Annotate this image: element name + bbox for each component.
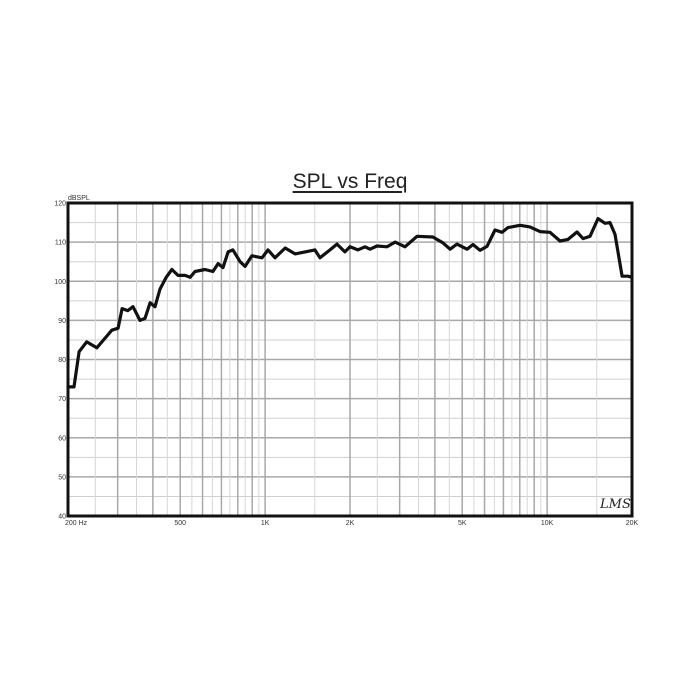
y-tick-label: 110 — [55, 240, 66, 247]
y-tick-label: 70 — [58, 396, 66, 403]
x-tick-label: 200 Hz — [65, 520, 88, 527]
x-tick-label: 10K — [541, 520, 554, 527]
x-tick-label: 5K — [458, 520, 467, 527]
x-tick-label: 500 — [174, 520, 186, 527]
chart-title-text: SPL vs Freq — [292, 170, 408, 193]
x-tick-label: 2K — [346, 520, 355, 527]
y-tick-label: 100 — [54, 279, 66, 286]
y-axis-label: dBSPL — [68, 195, 90, 202]
plot-frame — [66, 201, 634, 518]
x-tick-label: 20K — [626, 520, 639, 527]
grid — [68, 203, 632, 516]
x-tick-label: 1K — [261, 520, 270, 527]
lms-logo: LMS — [599, 497, 631, 512]
y-tick-label: 60 — [58, 435, 66, 442]
y-tick-label: 120 — [54, 201, 66, 208]
chart-title: SPL vs Freq — [0, 170, 700, 194]
tick-labels: 40 50 60 70 80 90 100 110 120 200 Hz 500 1K 2K 5K 10K 2… — [54, 201, 638, 528]
spl-curve — [66, 217, 634, 389]
y-tick-label: 40 — [58, 514, 66, 521]
y-tick-label: 50 — [58, 474, 66, 481]
y-tick-label: 90 — [58, 318, 66, 325]
y-tick-label: 80 — [58, 357, 66, 364]
